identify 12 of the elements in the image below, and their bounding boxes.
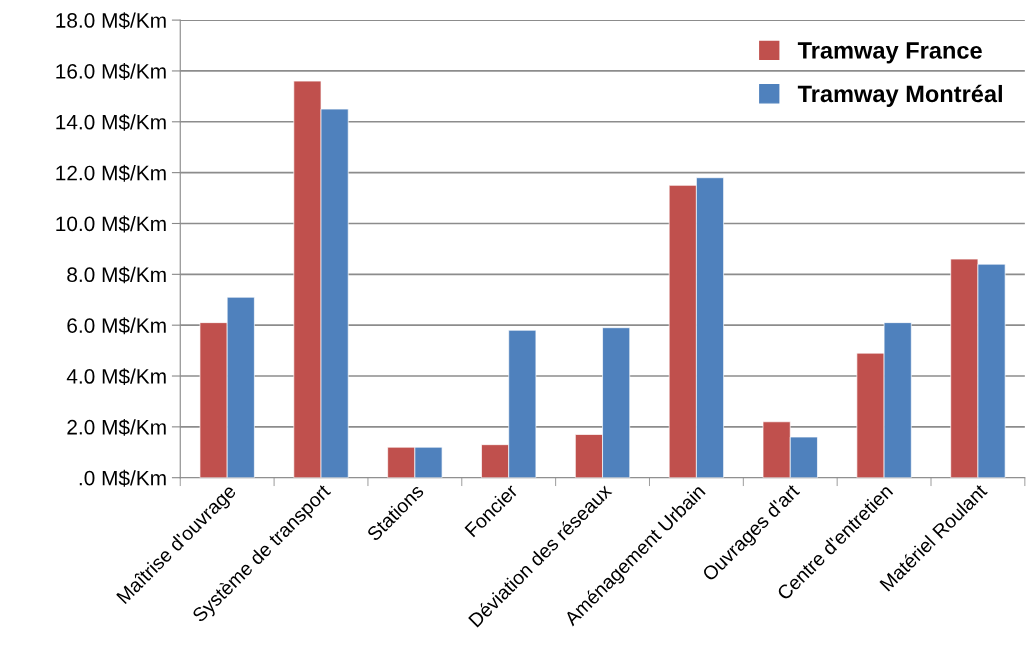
y-tick-label: 6.0 M$/Km (67, 317, 166, 335)
y-tick-label: 8.0 M$/Km (67, 266, 166, 284)
legend-label: Tramway Montréal (797, 84, 1002, 107)
legend-label: Tramway France (797, 42, 982, 64)
y-tick-label: 16.0 M$/Km (56, 63, 166, 80)
y-tick-label: 10.0 M$/Km (56, 215, 166, 233)
y-tick-label: 14.0 M$/Km (56, 113, 166, 131)
y-tick-label: 18.0 M$/Km (56, 12, 166, 30)
y-tick-label: .0 M$/Km (79, 469, 166, 487)
y-tick-label: 12.0 M$/Km (56, 164, 166, 182)
y-tick-label: 2.0 M$/Km (67, 418, 166, 436)
y-tick-label: 4.0 M$/Km (66, 368, 166, 386)
